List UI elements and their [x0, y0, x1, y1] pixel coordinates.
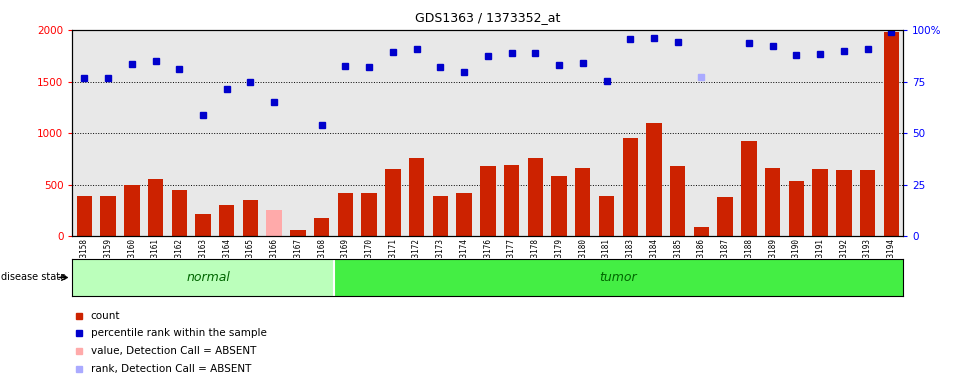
Text: percentile rank within the sample: percentile rank within the sample: [91, 328, 267, 339]
Bar: [100, 196, 116, 236]
Bar: [333, 259, 915, 296]
Bar: [670, 166, 686, 236]
Bar: [72, 259, 333, 296]
Text: rank, Detection Call = ABSENT: rank, Detection Call = ABSENT: [91, 363, 251, 374]
Bar: [76, 196, 92, 236]
Text: value, Detection Call = ABSENT: value, Detection Call = ABSENT: [91, 346, 256, 356]
Bar: [338, 194, 354, 236]
Bar: [552, 176, 567, 236]
Bar: [290, 230, 305, 236]
Bar: [314, 218, 329, 236]
Bar: [527, 158, 543, 236]
Bar: [267, 210, 282, 236]
Text: normal: normal: [187, 271, 231, 284]
Bar: [575, 168, 590, 236]
Bar: [242, 200, 258, 236]
Bar: [788, 181, 804, 236]
Bar: [172, 190, 187, 236]
Bar: [219, 206, 235, 236]
Bar: [812, 169, 828, 236]
Bar: [860, 170, 875, 236]
Bar: [765, 168, 781, 236]
Text: GDS1363 / 1373352_at: GDS1363 / 1373352_at: [415, 11, 560, 24]
Bar: [124, 185, 139, 236]
Bar: [646, 123, 662, 236]
Bar: [837, 170, 852, 236]
Bar: [385, 169, 401, 236]
Bar: [599, 195, 614, 236]
Bar: [433, 196, 448, 236]
Text: count: count: [91, 311, 120, 321]
Bar: [884, 32, 899, 236]
Bar: [741, 141, 756, 236]
Text: tumor: tumor: [600, 271, 638, 284]
Bar: [456, 193, 471, 236]
Bar: [504, 165, 520, 236]
Bar: [622, 138, 638, 236]
Bar: [409, 158, 424, 236]
Bar: [148, 178, 163, 236]
Bar: [195, 214, 211, 236]
Bar: [480, 166, 496, 236]
Text: disease state: disease state: [1, 273, 66, 282]
Bar: [718, 197, 733, 236]
Bar: [694, 228, 709, 236]
Bar: [361, 194, 377, 236]
